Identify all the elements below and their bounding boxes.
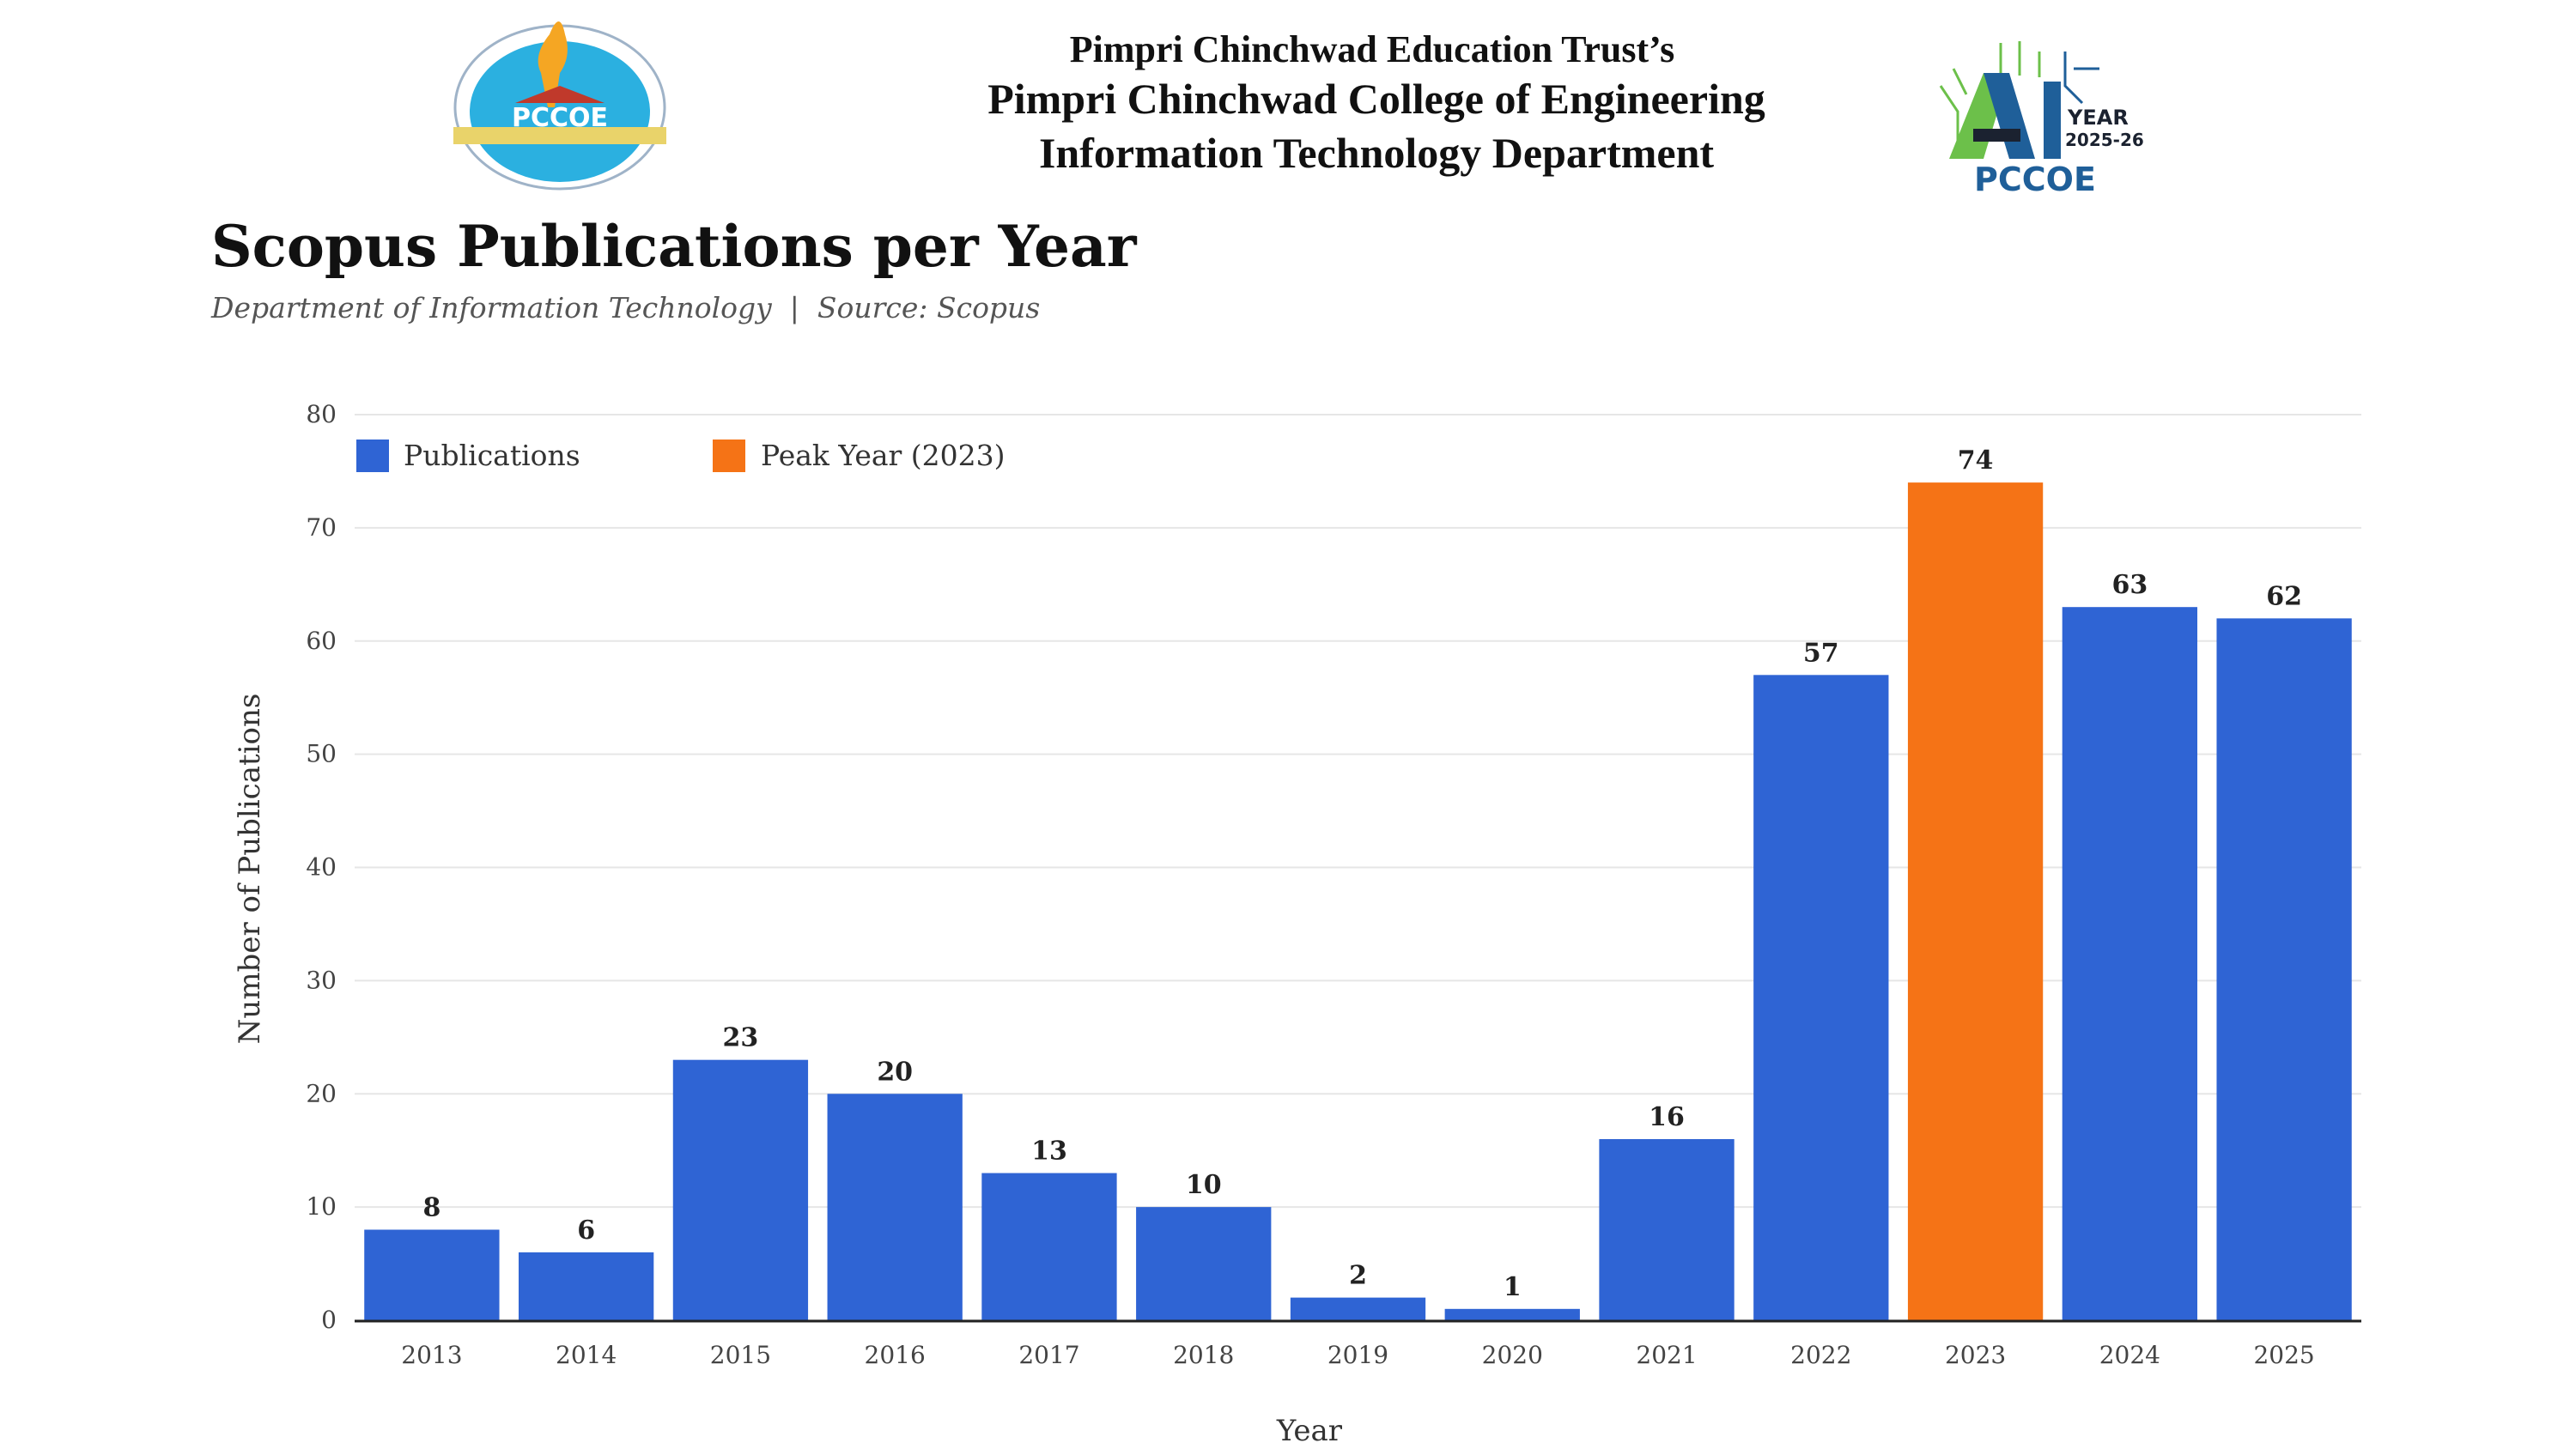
data-label-2018: 10: [1186, 1170, 1222, 1200]
bar-2017: [981, 1173, 1117, 1320]
y-tick-label: 40: [306, 853, 337, 882]
x-tick-label: 2021: [1636, 1341, 1697, 1369]
bar-2021: [1599, 1139, 1735, 1320]
data-label-2014: 6: [577, 1216, 595, 1246]
legend-label-publications: Publications: [404, 439, 580, 472]
header-department: Information Technology Department: [1039, 129, 1714, 177]
data-label-2013: 8: [422, 1193, 440, 1223]
data-label-2015: 23: [723, 1023, 759, 1053]
y-tick-label: 80: [306, 400, 337, 428]
logo-name: PCCOE: [1974, 161, 2096, 198]
x-tick-label: 2020: [1482, 1341, 1543, 1369]
x-axis-ticks: 2013 2014 2015 2016 2017 2018 2019 2020 2021 2022…: [401, 1341, 2314, 1369]
legend-label-peak: Peak Year (2023): [761, 439, 1005, 472]
x-tick-label: 2023: [1945, 1341, 2006, 1369]
pccoe-logo: PCCOE: [453, 21, 666, 191]
data-label-2017: 13: [1031, 1137, 1067, 1167]
x-tick-label: 2016: [865, 1341, 926, 1369]
data-label-2019: 2: [1349, 1261, 1367, 1291]
x-tick-label: 2024: [2099, 1341, 2160, 1369]
legend-swatch-publications: [356, 440, 389, 472]
bar-2019: [1290, 1297, 1426, 1320]
bar-2024: [2062, 607, 2197, 1320]
bar-2016: [827, 1094, 963, 1320]
bar-2015: [672, 1059, 809, 1320]
y-tick-label: 60: [306, 627, 337, 655]
header-college: Pimpri Chinchwad College of Engineering: [987, 75, 1765, 123]
bar-2014: [519, 1252, 654, 1320]
data-label-2022: 57: [1803, 638, 1839, 668]
legend: Publications Peak Year (2023): [356, 439, 1005, 472]
x-tick-label: 2014: [556, 1341, 617, 1369]
bar-2023: [1907, 482, 2044, 1320]
bars: [364, 482, 2352, 1320]
data-label-2020: 1: [1504, 1272, 1522, 1302]
logo-year: 2025-26: [2065, 130, 2144, 150]
bar-2020: [1444, 1308, 1580, 1320]
bar-2018: [1136, 1207, 1272, 1320]
data-label-2024: 63: [2111, 570, 2148, 600]
y-tick-label: 50: [306, 740, 337, 768]
y-tick-label: 30: [306, 966, 337, 994]
x-tick-label: 2019: [1327, 1341, 1388, 1369]
ai-year-logo: YEAR 2025-26 PCCOE: [1939, 41, 2144, 198]
header-trust: Pimpri Chinchwad Education Trust’s: [1070, 28, 1675, 70]
bar-2013: [364, 1229, 500, 1320]
y-tick-label: 70: [306, 513, 337, 542]
x-axis-label: Year: [1276, 1414, 1343, 1448]
y-axis-ticks: 0 10 20 30 40 50 60 70 80: [306, 400, 337, 1334]
left-logo-text: PCCOE: [512, 103, 608, 133]
data-label-2023: 74: [1958, 446, 1994, 476]
legend-swatch-peak: [713, 440, 745, 472]
gridlines: [355, 414, 2361, 1321]
x-tick-label: 2018: [1173, 1341, 1234, 1369]
data-label-2021: 16: [1649, 1102, 1685, 1132]
data-label-2016: 20: [877, 1057, 913, 1087]
chart-subtitle: Department of Information Technology | S…: [210, 291, 1040, 324]
chart-title: Scopus Publications per Year: [211, 213, 1138, 280]
x-tick-label: 2025: [2253, 1341, 2314, 1369]
data-label-2025: 62: [2266, 581, 2302, 611]
y-tick-label: 0: [321, 1306, 337, 1334]
logo-year-label: YEAR: [2067, 106, 2129, 130]
data-labels: 8 6 23 20 13 10 2 1 16 57 74 63 62: [422, 446, 2302, 1302]
x-tick-label: 2022: [1790, 1341, 1851, 1369]
x-tick-label: 2013: [401, 1341, 462, 1369]
bar-2025: [2216, 618, 2352, 1320]
y-tick-label: 10: [306, 1192, 337, 1221]
x-tick-label: 2015: [710, 1341, 771, 1369]
y-axis-label: Number of Publications: [233, 694, 267, 1045]
x-tick-label: 2017: [1018, 1341, 1079, 1369]
bar-2022: [1753, 675, 1889, 1320]
y-tick-label: 20: [306, 1079, 337, 1107]
